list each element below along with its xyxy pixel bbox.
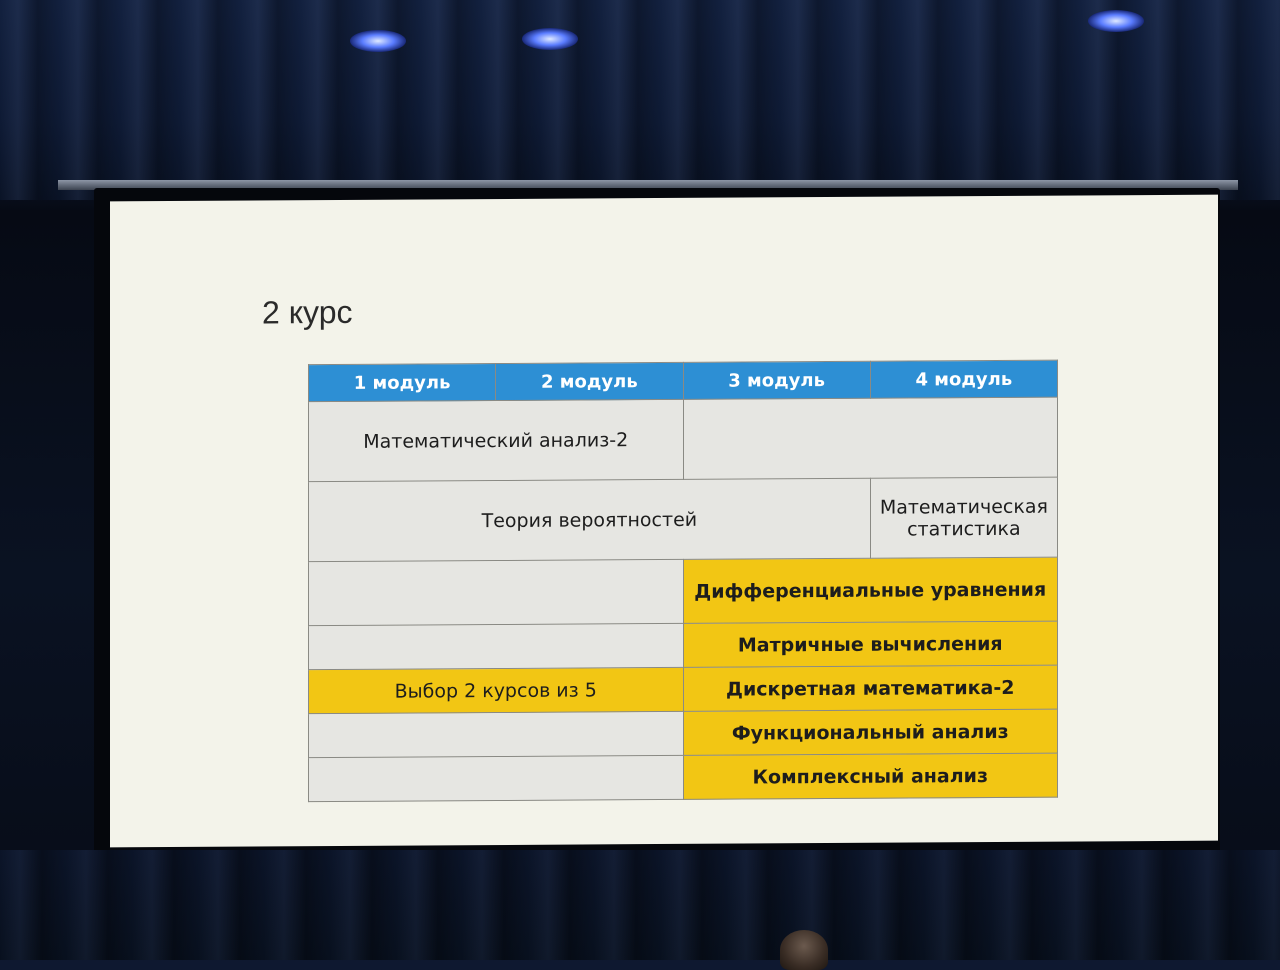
stage-curtain-top (0, 0, 1280, 200)
stage-light-left (350, 30, 406, 52)
elective-course: Дифференциальные уравнения (683, 557, 1058, 624)
table-row: Функциональный анализ (308, 709, 1058, 758)
empty-cell (308, 623, 683, 670)
table-row: Теория вероятностей Математическая стати… (308, 477, 1058, 562)
header-module-2: 2 модуль (495, 362, 683, 401)
table-row: Комплексный анализ (308, 753, 1058, 802)
course-calculus: Математический анализ-2 (308, 399, 683, 482)
empty-cell (683, 397, 1058, 480)
empty-cell (308, 711, 683, 758)
course-schedule-table: 1 модуль 2 модуль 3 модуль 4 модуль Мате… (308, 360, 1058, 803)
table-row: Дифференциальные уравнения (308, 557, 1058, 626)
table-row: Выбор 2 курсов из 5 Дискретная математик… (308, 665, 1058, 714)
stage-light-center (522, 28, 578, 50)
stage-light-right (1088, 10, 1144, 32)
electives-choice-label: Выбор 2 курсов из 5 (308, 667, 683, 714)
header-module-4: 4 модуль (870, 360, 1058, 399)
header-module-3: 3 модуль (683, 361, 871, 400)
elective-course: Комплексный анализ (683, 753, 1058, 800)
course-statistics: Математическая статистика (870, 477, 1058, 559)
screen-rail (58, 180, 1238, 190)
presentation-slide: 2 курс 1 модуль 2 модуль 3 модуль 4 моду… (110, 194, 1218, 848)
table-row: Математический анализ-2 (308, 397, 1058, 482)
empty-cell (308, 559, 683, 626)
header-module-1: 1 модуль (308, 363, 496, 402)
slide-title: 2 курс (262, 293, 353, 331)
course-probability: Теория вероятностей (308, 478, 871, 562)
audience-member-head (780, 930, 828, 970)
stage-curtain-bottom (0, 850, 1280, 960)
empty-cell (308, 755, 683, 802)
table-row: Матричные вычисления (308, 621, 1058, 670)
elective-course: Дискретная математика-2 (683, 665, 1058, 712)
elective-course: Функциональный анализ (683, 709, 1058, 756)
elective-course: Матричные вычисления (683, 621, 1058, 668)
table-header-row: 1 модуль 2 модуль 3 модуль 4 модуль (308, 360, 1058, 402)
